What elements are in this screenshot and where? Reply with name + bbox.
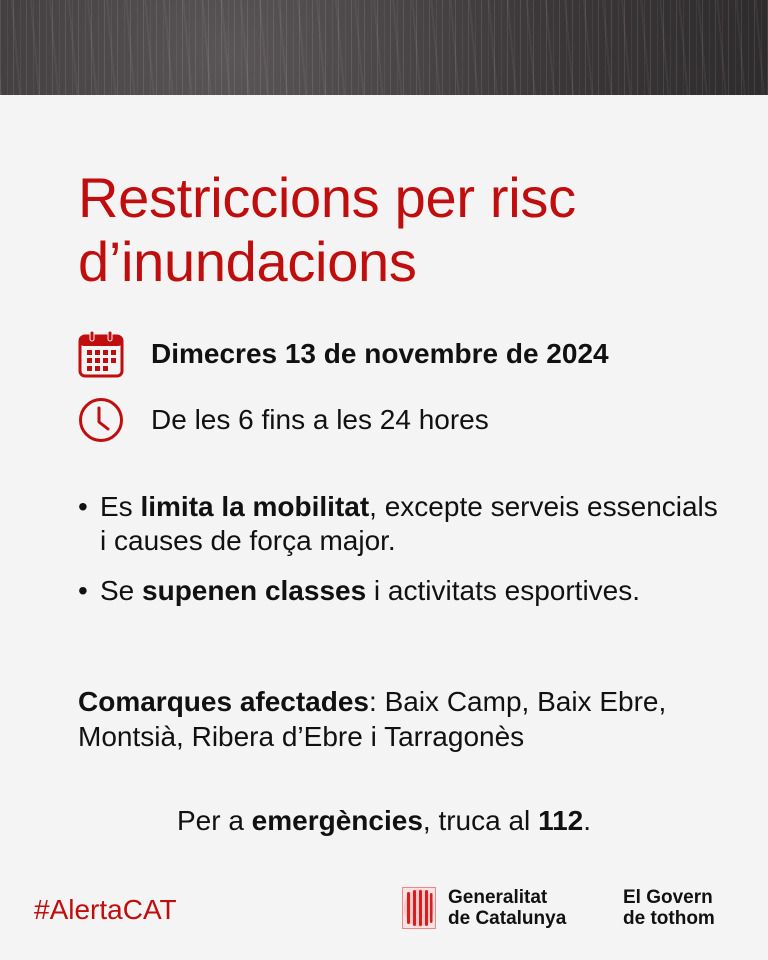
- title-line-1: Restriccions per risc: [78, 166, 576, 229]
- time-row: De les 6 fins a les 24 hores: [78, 397, 489, 443]
- date-text: Dimecres 13 de novembre de 2024: [151, 338, 609, 369]
- restrictions-list: • Es limita la mobilitat, excepte servei…: [78, 490, 718, 624]
- senyera-emblem-icon: [402, 887, 436, 929]
- emergency-number: 112: [538, 805, 584, 836]
- title-line-2: d’inundacions: [78, 230, 417, 293]
- generalitat-logo: Generalitat de Catalunya: [402, 887, 566, 929]
- bullet-text: Se supenen classes i activitats esportiv…: [100, 574, 640, 608]
- slogan-line-1: El Govern: [623, 887, 713, 908]
- slogan-line-2: de tothom: [623, 908, 715, 929]
- hashtag: #AlertaCAT: [34, 894, 177, 925]
- bullet-text: Es limita la mobilitat, excepte serveis …: [100, 490, 718, 558]
- time-text: De les 6 fins a les 24 hores: [151, 404, 489, 435]
- bullet-post: , excepte serveis essencials i causes de…: [100, 491, 718, 556]
- bullet-post: i activitats esportives.: [366, 575, 641, 606]
- page-title: Restriccions per risc d’inundacions: [78, 166, 576, 294]
- regions-label: Comarques afectades: [78, 686, 370, 717]
- logo-line-1: Generalitat: [448, 887, 548, 908]
- date-row: Dimecres 13 de novembre de 2024: [78, 330, 609, 378]
- emergency-post: .: [583, 805, 592, 836]
- bullet-pre: Se: [100, 575, 143, 606]
- rain-photo-banner: [0, 0, 768, 95]
- calendar-icon: [78, 330, 124, 378]
- bullet-bold: supenen classes: [142, 575, 367, 606]
- emergency-pre: Per a: [176, 805, 252, 836]
- regions-text: : Baix Camp, Baix Ebre, Montsià, Ribera …: [78, 686, 667, 752]
- bullet-dot: •: [78, 491, 88, 522]
- bullet-bold: limita la mobilitat: [140, 491, 370, 522]
- slogan: El Govern de tothom: [623, 887, 715, 929]
- bullet-pre: Es: [100, 491, 141, 522]
- clock-icon: [79, 398, 123, 442]
- logo-text: Generalitat de Catalunya: [448, 887, 566, 929]
- emergency-note: Per a emergències, truca al 112.: [0, 805, 768, 837]
- emergency-bold: emergències: [251, 805, 423, 836]
- emergency-mid: , truca al: [422, 805, 539, 836]
- list-item: • Es limita la mobilitat, excepte servei…: [78, 490, 718, 558]
- bullet-dot: •: [78, 575, 88, 606]
- list-item: • Se supenen classes i activitats esport…: [78, 574, 718, 608]
- logo-line-2: de Catalunya: [448, 908, 567, 929]
- affected-regions: Comarques afectades: Baix Camp, Baix Ebr…: [78, 684, 728, 754]
